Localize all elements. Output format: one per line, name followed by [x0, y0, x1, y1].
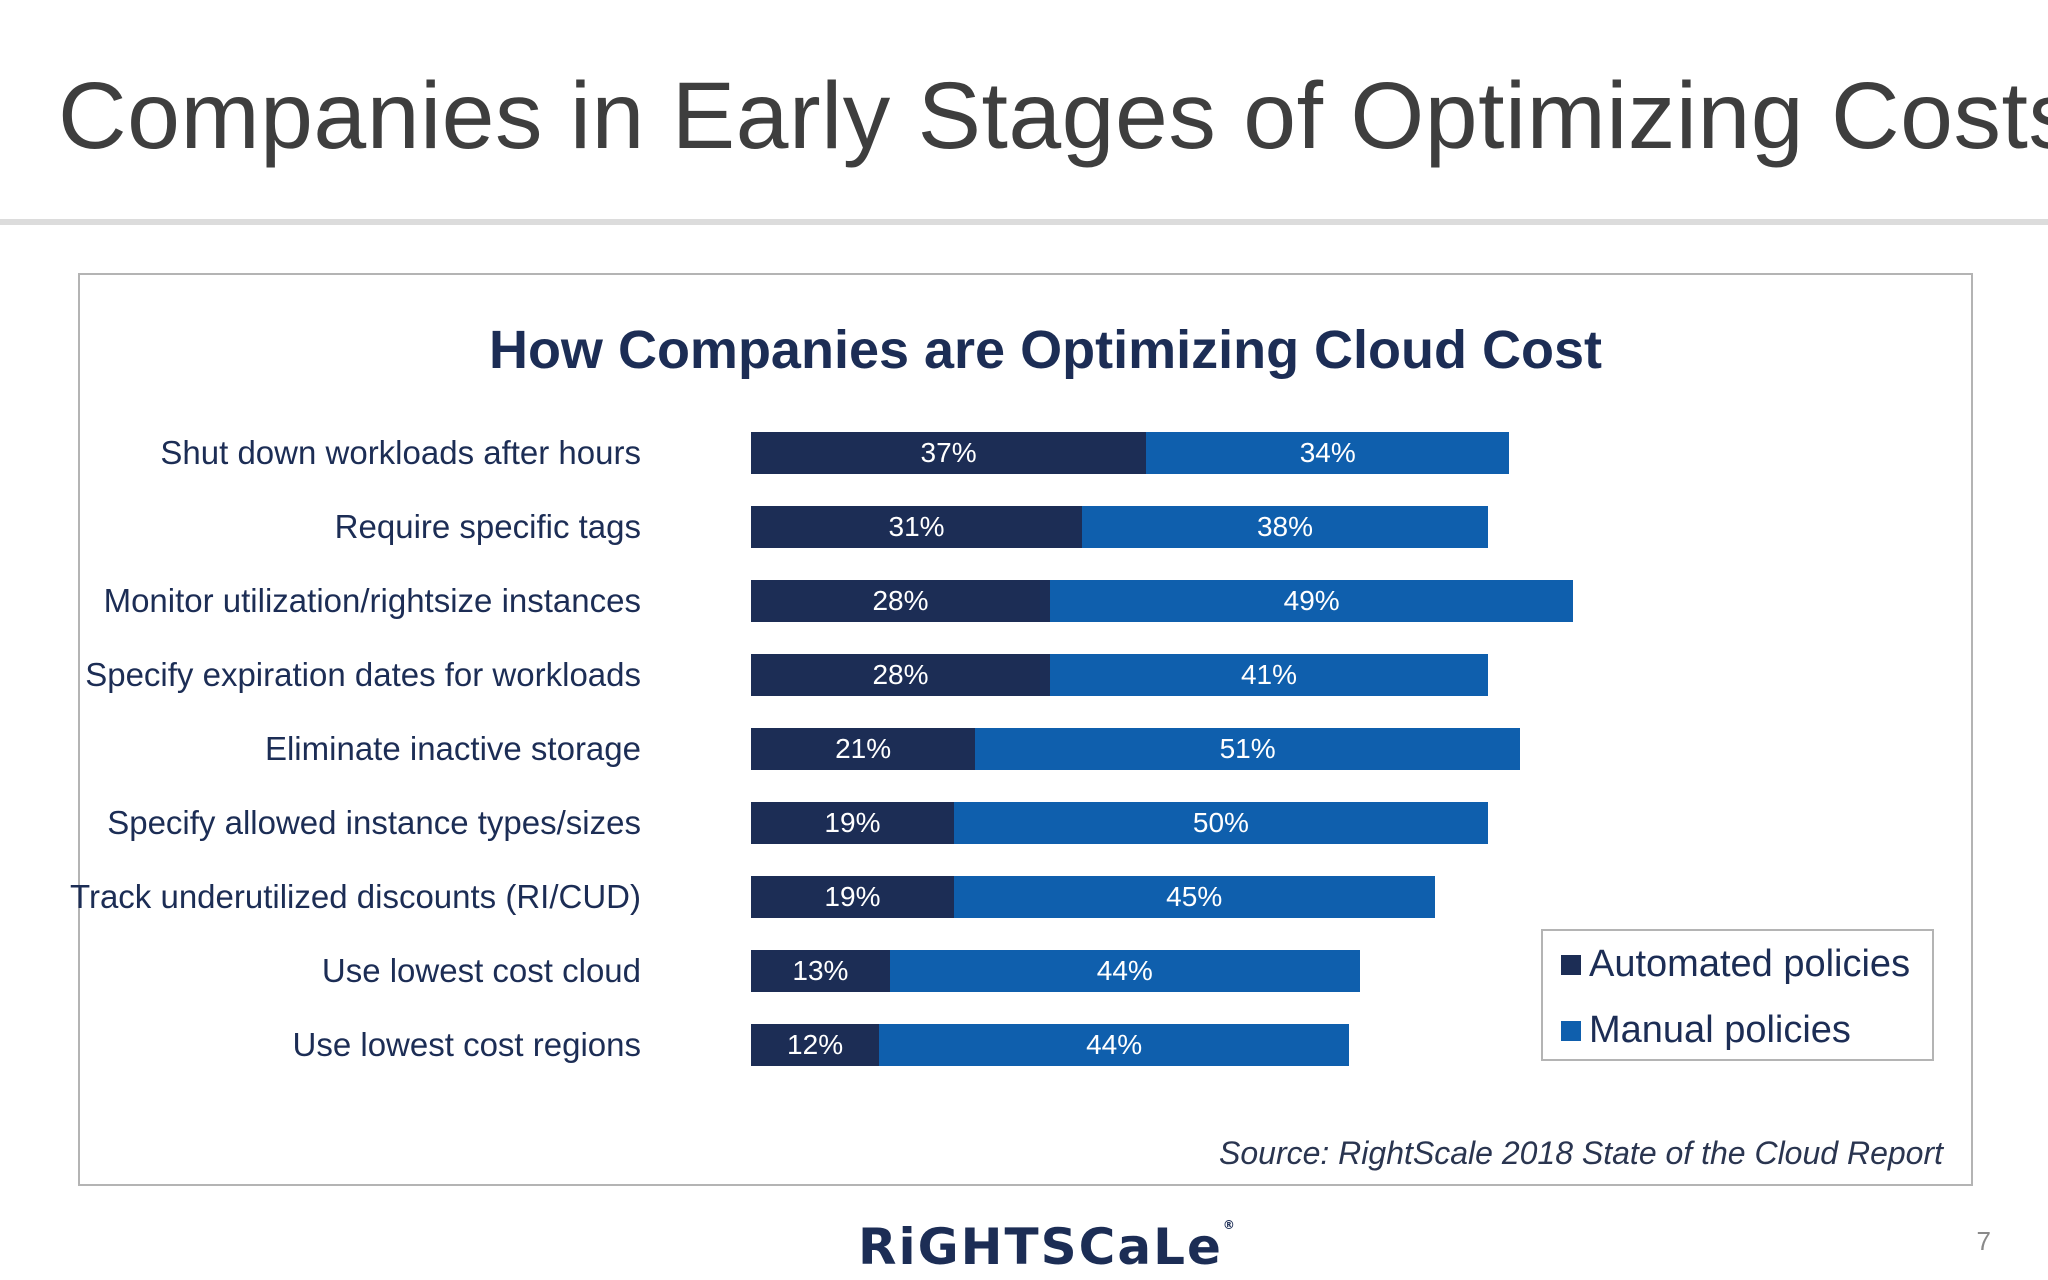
- slide-title: Companies in Early Stages of Optimizing …: [58, 63, 2048, 169]
- category-label: Track underutilized discounts (RI/CUD): [70, 878, 641, 915]
- bar-value-label: 12%: [787, 1029, 844, 1060]
- bar-value-label: 19%: [824, 881, 881, 912]
- bar-value-label: 44%: [1086, 1029, 1143, 1060]
- bar-value-label: 21%: [835, 733, 892, 764]
- bar-automated: 21%: [751, 728, 976, 770]
- legend-item-automated: Automated policies: [1561, 943, 1910, 986]
- bar-automated: 19%: [751, 876, 954, 918]
- legend-item-manual: Manual policies: [1561, 1009, 1851, 1052]
- legend-label-automated: Automated policies: [1589, 943, 1911, 985]
- bar-value-label: 45%: [1166, 881, 1223, 912]
- bar-manual: 34%: [1146, 432, 1510, 474]
- bar-automated: 28%: [751, 654, 1051, 696]
- logo-text: RiGHTSCaLe: [858, 1218, 1223, 1276]
- bar-manual: 45%: [953, 876, 1435, 918]
- category-label: Eliminate inactive storage: [264, 730, 641, 767]
- rightscale-logo: RiGHTSCaLe®: [858, 1218, 1235, 1276]
- chart-source: Source: RightScale 2018 State of the Clo…: [1219, 1135, 1943, 1171]
- bar-value-label: 38%: [1256, 511, 1314, 542]
- bar-manual: 41%: [1050, 654, 1488, 696]
- category-label: Monitor utilization/rightsize instances: [103, 582, 641, 619]
- bar-value-label: 51%: [1219, 733, 1276, 764]
- bar-value-label: 13%: [792, 955, 849, 986]
- bar-value-label: 31%: [888, 511, 945, 542]
- bar-automated: 13%: [751, 950, 890, 992]
- category-label: Use lowest cost cloud: [321, 952, 641, 989]
- bar-automated: 12%: [751, 1024, 880, 1066]
- category-label: Shut down workloads after hours: [160, 434, 641, 471]
- bar-value-label: 41%: [1240, 659, 1297, 690]
- legend-swatch-manual: [1561, 1020, 1581, 1041]
- page-number: 7: [1976, 1226, 1991, 1256]
- bar-value-label: 34%: [1299, 437, 1356, 468]
- legend-swatch-automated: [1561, 954, 1581, 975]
- bar-value-label: 44%: [1096, 955, 1153, 986]
- bar-automated: 31%: [751, 506, 1083, 548]
- chart-frame: How Companies are Optimizing Cloud Cost …: [70, 273, 1973, 1186]
- bar-value-label: 50%: [1192, 807, 1249, 838]
- bar-value-label: 19%: [824, 807, 881, 838]
- logo-registered-mark: ®: [1222, 1218, 1235, 1232]
- legend-label-manual: Manual policies: [1589, 1009, 1851, 1051]
- chart-legend: Automated policies Manual policies: [1541, 929, 1934, 1061]
- bar-manual: 49%: [1050, 580, 1574, 622]
- category-label: Specify allowed instance types/sizes: [107, 804, 641, 841]
- bar-value-label: 37%: [920, 437, 977, 468]
- bar-automated: 28%: [751, 580, 1051, 622]
- bar-value-label: 49%: [1283, 585, 1340, 616]
- bar-manual: 44%: [889, 950, 1360, 992]
- bar-automated: 19%: [751, 802, 954, 844]
- title-divider: [0, 219, 2048, 225]
- bar-manual: 50%: [953, 802, 1488, 844]
- bar-manual: 38%: [1082, 506, 1488, 548]
- bar-value-label: 28%: [872, 659, 929, 690]
- category-label: Require specific tags: [334, 508, 641, 545]
- category-label: Specify expiration dates for workloads: [85, 656, 641, 693]
- bar-manual: 44%: [879, 1024, 1350, 1066]
- bar-manual: 51%: [975, 728, 1520, 770]
- bar-value-label: 28%: [872, 585, 929, 616]
- bar-automated: 37%: [751, 432, 1147, 474]
- chart-title: How Companies are Optimizing Cloud Cost: [488, 320, 1603, 380]
- category-label: Use lowest cost regions: [292, 1026, 641, 1063]
